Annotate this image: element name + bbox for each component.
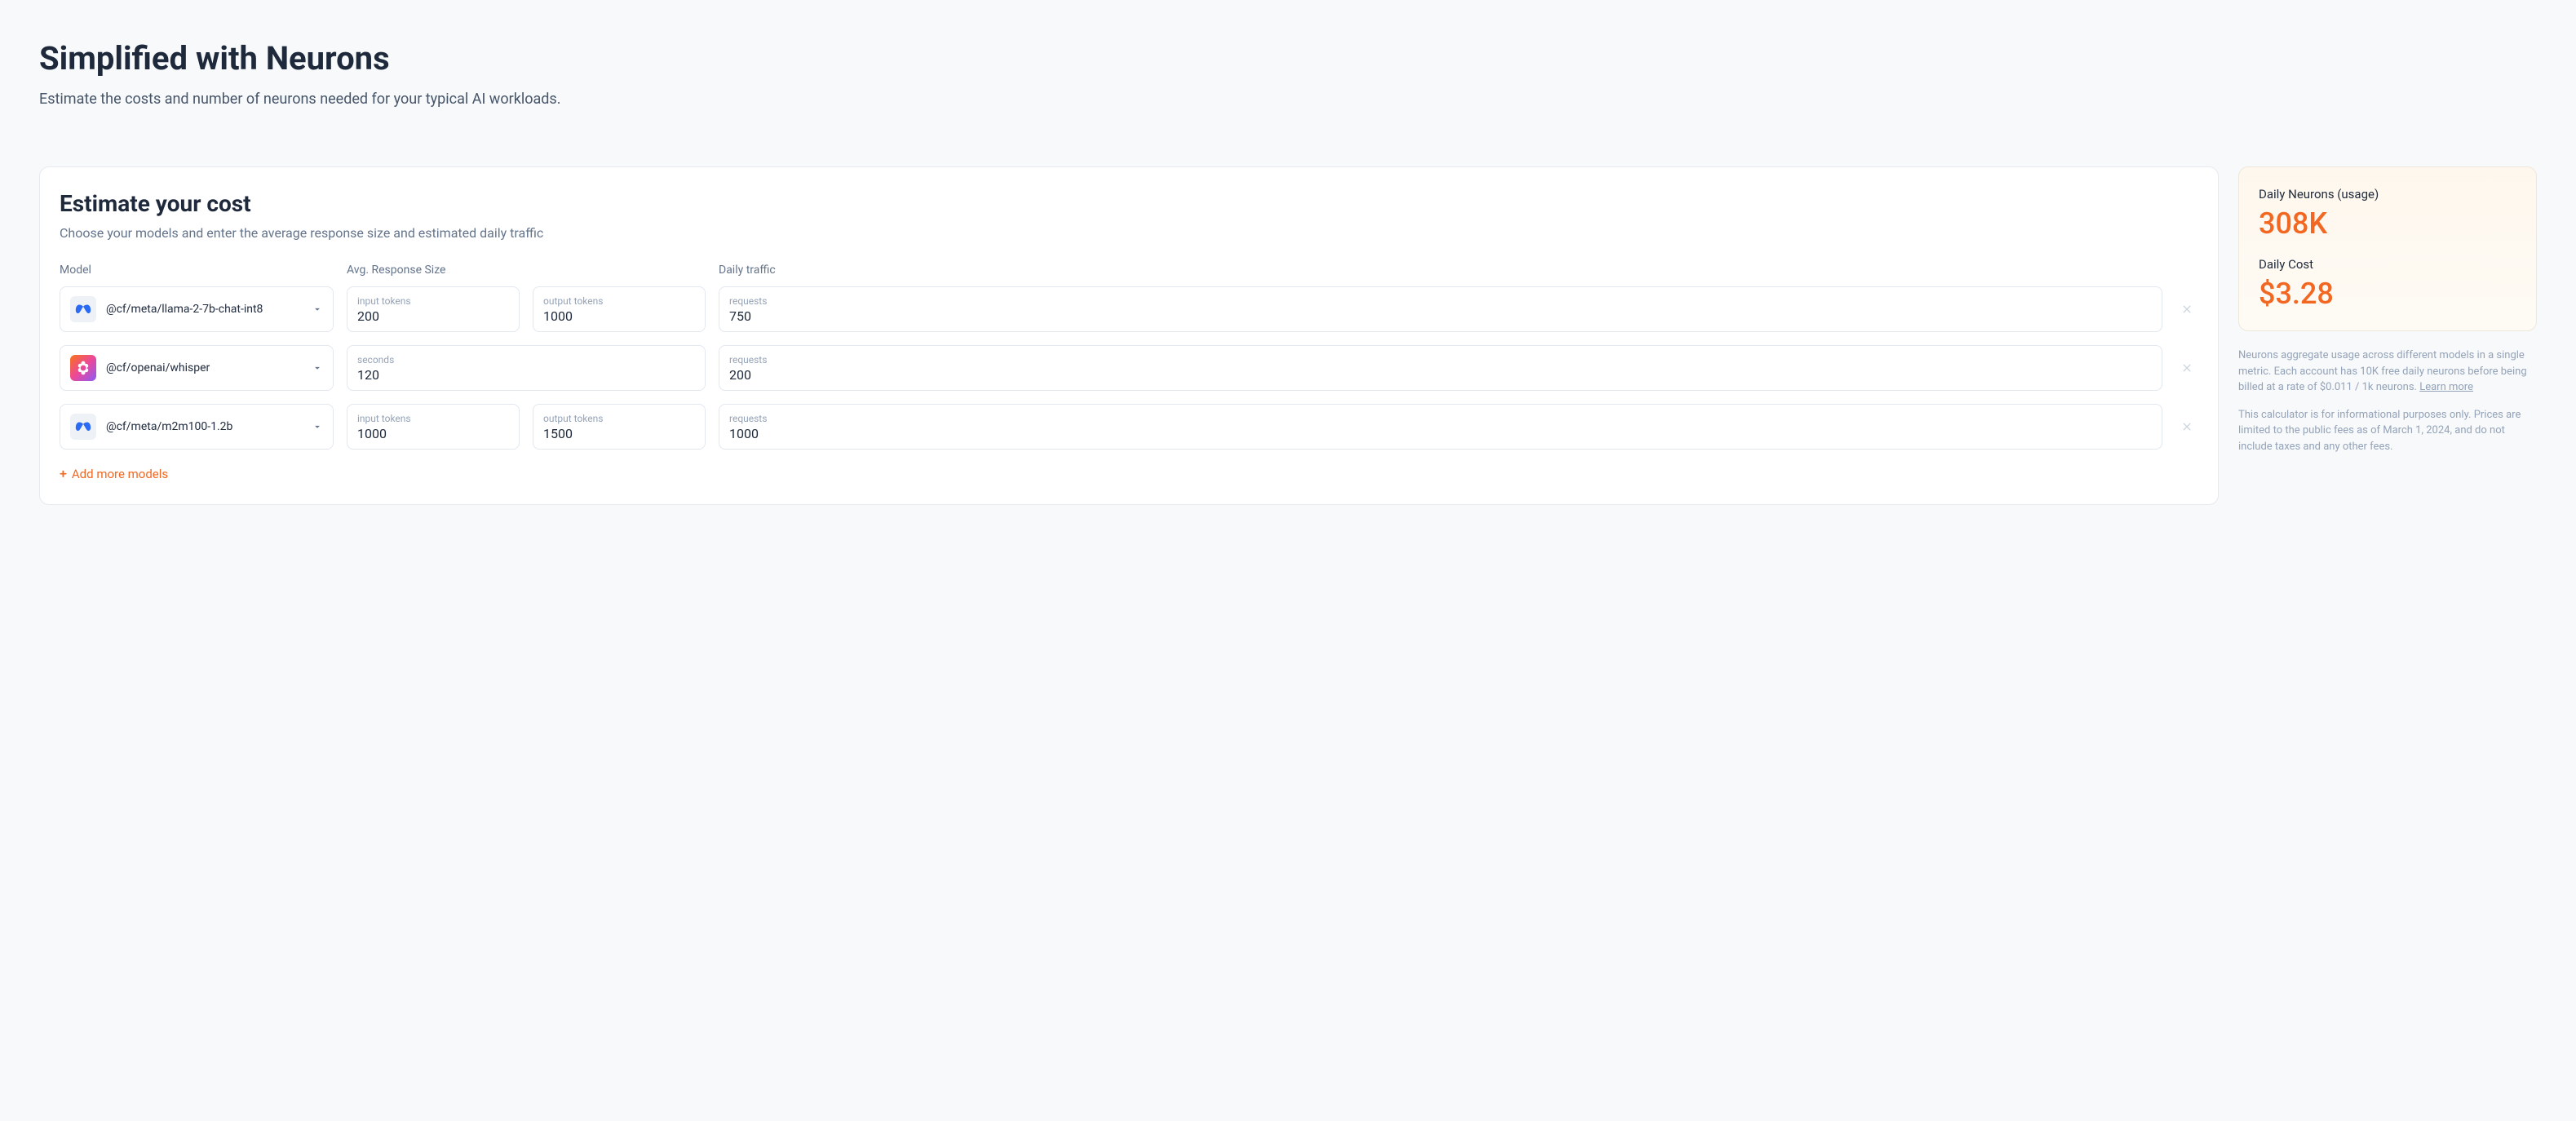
response-input[interactable]	[357, 308, 509, 324]
sidebar: Daily Neurons (usage) 308K Daily Cost $3…	[2238, 166, 2537, 466]
daily-cost-label: Daily Cost	[2259, 257, 2516, 272]
input-label: output tokens	[543, 295, 695, 307]
remove-row-button[interactable]	[2175, 415, 2198, 438]
main-content: Estimate your cost Choose your models an…	[39, 166, 2537, 505]
response-group: input tokens output tokens	[347, 286, 706, 332]
summary-card: Daily Neurons (usage) 308K Daily Cost $3…	[2238, 166, 2537, 331]
response-input[interactable]	[357, 426, 509, 441]
input-label: requests	[729, 295, 2152, 307]
estimate-title: Estimate your cost	[60, 190, 2198, 217]
estimate-card: Estimate your cost Choose your models an…	[39, 166, 2219, 505]
input-label: output tokens	[543, 413, 695, 424]
chevron-down-icon	[312, 421, 323, 432]
page-subtitle: Estimate the costs and number of neurons…	[39, 91, 2537, 108]
openai-icon	[75, 360, 91, 376]
close-icon	[2180, 303, 2193, 316]
page-header: Simplified with Neurons Estimate the cos…	[39, 39, 2537, 108]
footnote-1: Neurons aggregate usage across different…	[2238, 348, 2537, 396]
columns-header: Model Avg. Response Size Daily traffic	[60, 264, 2198, 277]
daily-neurons-value: 308K	[2259, 206, 2516, 241]
input-label: input tokens	[357, 413, 509, 424]
daily-neurons-label: Daily Neurons (usage)	[2259, 187, 2516, 202]
remove-row-button[interactable]	[2175, 298, 2198, 321]
input-label: requests	[729, 413, 2152, 424]
chevron-down-icon	[312, 304, 323, 315]
chevron-down-icon	[312, 362, 323, 374]
traffic-input[interactable]	[729, 308, 2152, 324]
model-name: @cf/meta/m2m100-1.2b	[106, 420, 302, 433]
response-input-box[interactable]: input tokens	[347, 404, 520, 450]
response-group: seconds	[347, 345, 706, 391]
add-more-models-button[interactable]: + Add more models	[60, 466, 2198, 481]
model-provider-icon	[70, 296, 96, 322]
meta-icon	[74, 300, 92, 318]
estimate-subtitle: Choose your models and enter the average…	[60, 225, 2198, 241]
model-provider-icon	[70, 414, 96, 440]
add-more-label: Add more models	[72, 467, 168, 481]
input-label: requests	[729, 354, 2152, 366]
column-header-traffic: Daily traffic	[719, 264, 875, 277]
response-group: input tokens output tokens	[347, 404, 706, 450]
model-provider-icon	[70, 355, 96, 381]
traffic-input[interactable]	[729, 426, 2152, 441]
model-row: @cf/meta/llama-2-7b-chat-int8 input toke…	[60, 286, 2198, 332]
plus-icon: +	[60, 466, 67, 481]
model-select[interactable]: @cf/meta/m2m100-1.2b	[60, 404, 334, 450]
traffic-input-box[interactable]: requests	[719, 286, 2162, 332]
model-row: @cf/meta/m2m100-1.2b input tokens output…	[60, 404, 2198, 450]
response-input-box[interactable]: output tokens	[533, 404, 706, 450]
close-icon	[2180, 420, 2193, 433]
response-input[interactable]	[543, 308, 695, 324]
model-name: @cf/openai/whisper	[106, 361, 302, 374]
learn-more-link[interactable]: Learn more	[2419, 381, 2473, 393]
meta-icon	[74, 418, 92, 436]
model-rows: @cf/meta/llama-2-7b-chat-int8 input toke…	[60, 286, 2198, 450]
page-title: Simplified with Neurons	[39, 39, 2537, 78]
response-input-box[interactable]: seconds	[347, 345, 706, 391]
model-select[interactable]: @cf/openai/whisper	[60, 345, 334, 391]
model-select[interactable]: @cf/meta/llama-2-7b-chat-int8	[60, 286, 334, 332]
footnote-1-text: Neurons aggregate usage across different…	[2238, 349, 2527, 393]
response-input-box[interactable]: output tokens	[533, 286, 706, 332]
response-input[interactable]	[357, 367, 695, 383]
traffic-input-box[interactable]: requests	[719, 404, 2162, 450]
model-name: @cf/meta/llama-2-7b-chat-int8	[106, 303, 302, 316]
column-header-model: Model	[60, 264, 334, 277]
close-icon	[2180, 361, 2193, 374]
daily-cost-value: $3.28	[2259, 277, 2516, 311]
column-header-response: Avg. Response Size	[347, 264, 706, 277]
response-input-box[interactable]: input tokens	[347, 286, 520, 332]
input-label: input tokens	[357, 295, 509, 307]
footnote-2: This calculator is for informational pur…	[2238, 407, 2537, 455]
input-label: seconds	[357, 354, 695, 366]
remove-row-button[interactable]	[2175, 357, 2198, 379]
traffic-input-box[interactable]: requests	[719, 345, 2162, 391]
model-row: @cf/openai/whisper seconds requests	[60, 345, 2198, 391]
traffic-input[interactable]	[729, 367, 2152, 383]
response-input[interactable]	[543, 426, 695, 441]
